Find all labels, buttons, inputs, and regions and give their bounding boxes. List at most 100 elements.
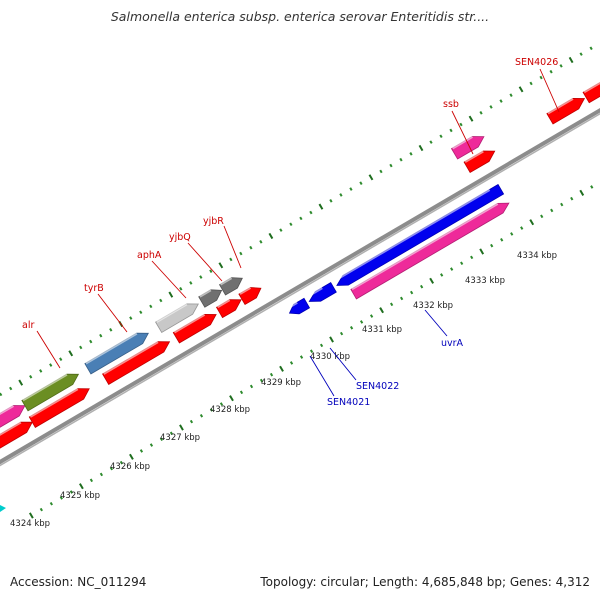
forward-tick-mark [539,75,543,80]
reverse-tick-mark [139,449,144,453]
gene-label-yjbQ[interactable]: yjbQ [169,232,191,243]
cds-arrow-uvrA[interactable] [336,183,505,286]
forward-tick-mark [239,251,243,256]
forward-tick-mark [249,245,253,250]
gene-label-uvrA[interactable]: uvrA [441,338,464,349]
forward-tick-mark [179,286,183,291]
forward-tick-mark [199,275,203,279]
kbp-tick-label: 4329 kbp [261,378,301,388]
reverse-tick-mark [379,307,384,314]
reverse-tick-mark [319,343,324,348]
reverse-tick-mark [209,408,214,412]
reverse-tick-mark [579,189,585,196]
gene-block-yjbQ-highlight [156,303,188,323]
reverse-tick-mark [69,490,74,494]
gene-block-alr-highlight [0,405,15,416]
cds-arrow-tyrB-highlight [103,341,159,375]
organism-title: Salmonella enterica subsp. enterica sero… [110,9,490,24]
cds-arrow-SEN4022-highlight [307,287,323,298]
forward-tick-mark [329,198,333,203]
reverse-tick-mark [289,361,294,365]
forward-tick-mark [499,99,503,103]
gene-leader-line-alr [36,330,61,369]
gene-leader-line-ssb [451,110,474,155]
gene-block-yjbR-a[interactable] [198,289,223,308]
forward-tick-mark [409,152,413,156]
gene-label-aphA[interactable]: aphA [137,250,162,261]
backbone-shadow-line [0,112,600,467]
gene-label-SEN4021[interactable]: SEN4021 [327,397,370,408]
forward-tick-mark [509,93,513,97]
gene-leader-line-tyrB [97,293,128,333]
forward-tick-mark [318,203,324,210]
gene-block-yjbR-b[interactable] [218,277,243,296]
reverse-tick-mark [510,232,514,236]
forward-tick-mark [149,304,153,309]
forward-tick-mark [159,298,163,303]
cds-arrow-SEN4026-2[interactable] [582,77,600,104]
gene-block-uvrA-highlight [351,202,499,291]
forward-tick-mark [429,140,433,144]
gene-label-SEN4026[interactable]: SEN4026 [515,57,558,68]
reverse-tick-mark [389,302,394,307]
cds-arrow-yjbR[interactable] [238,287,262,306]
reverse-tick-mark [219,402,224,406]
gene-block-yjbR-a-highlight [199,289,212,298]
reverse-tick-mark [490,243,494,248]
kbp-tick-label: 4332 kbp [413,301,453,311]
accession-text: Accession: NC_011294 [10,575,147,589]
forward-tick-mark [439,134,443,139]
kbp-tick-label: 4327 kbp [160,433,200,443]
reverse-tick-mark [410,290,414,295]
reverse-tick-mark [28,512,34,519]
cds-arrow-yjbQ-highlight [217,299,231,309]
cds-arrow-SEN4026-highlight [547,97,574,115]
forward-tick-mark [549,69,553,74]
forward-tick-mark [99,333,103,338]
gene-label-alr[interactable]: alr [22,320,34,331]
forward-tick-mark [39,369,43,373]
gene-label-tyrB[interactable]: tyrB [84,283,104,294]
reverse-tick-mark [500,237,504,242]
reverse-tick-mark [349,325,354,330]
cds-arrow-SEN4022[interactable] [308,282,337,302]
backbone-line [0,107,600,465]
forward-tick-mark [568,56,574,64]
gene-block-yjbR-b-highlight [220,277,233,286]
reverse-tick-mark [590,185,594,189]
forward-tick-mark [289,222,293,227]
gene-label-SEN4022[interactable]: SEN4022 [356,381,399,392]
forward-tick-mark [339,193,343,197]
forward-tick-mark [139,310,143,315]
reverse-tick-mark [149,443,154,447]
forward-tick-mark [168,291,174,298]
reverse-tick-mark [269,372,274,377]
forward-tick-mark [418,144,424,152]
reverse-tick-mark [109,466,114,471]
reverse-tick-mark [169,431,174,436]
reverse-tick-mark [450,267,454,271]
gene-label-ssb[interactable]: ssb [443,99,459,110]
forward-tick-mark [489,105,493,109]
cds-arrow-alr-highlight [0,421,22,436]
forward-tick-mark [218,262,224,269]
reverse-tick-mark [49,501,53,506]
forward-tick-mark [89,339,93,344]
forward-tick-mark [109,328,113,332]
gene-leader-line-yjbQ [187,242,223,282]
reverse-tick-mark [89,478,94,483]
cds-arrow-aphA-highlight [173,313,206,334]
track-start-marker [0,505,6,512]
kbp-tick-label: 4324 kbp [10,519,50,529]
forward-tick-mark [479,110,483,115]
kbp-tick-label: 4331 kbp [362,325,402,335]
reverse-tick-mark [440,273,444,277]
reverse-tick-mark [529,219,535,226]
forward-tick-mark [299,216,303,221]
cds-arrow-yjbQ[interactable] [215,299,242,319]
cds-arrow-SEN4026-2-highlight [583,81,600,94]
gene-label-yjbR[interactable]: yjbR [203,216,224,227]
reverse-tick-mark [199,413,204,418]
forward-tick-mark [468,115,474,122]
